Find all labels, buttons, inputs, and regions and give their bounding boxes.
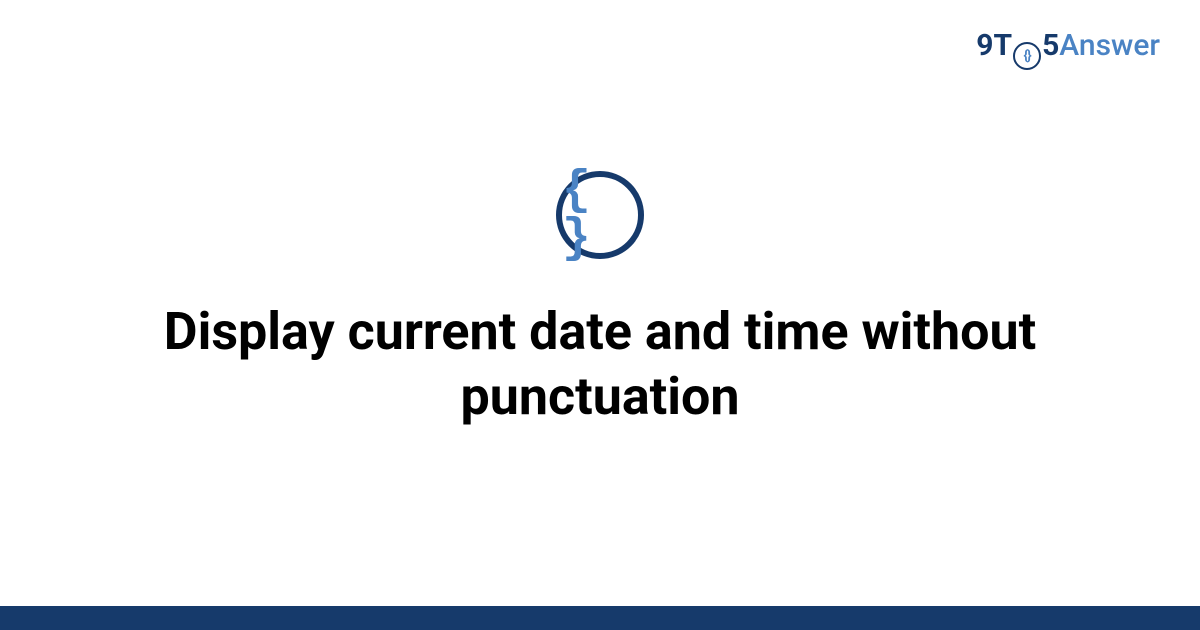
main-content: { } Display current date and time withou… (0, 0, 1200, 600)
braces-icon: { } (562, 167, 638, 263)
page-title: Display current date and time without pu… (150, 299, 1050, 429)
category-icon: { } (556, 171, 644, 259)
bottom-accent-bar (0, 606, 1200, 630)
